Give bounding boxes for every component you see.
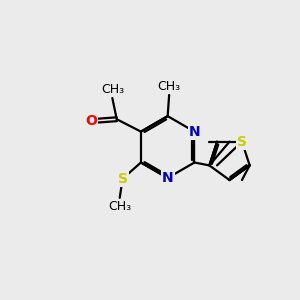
Text: N: N (189, 124, 200, 139)
Text: S: S (118, 172, 128, 186)
Text: N: N (162, 171, 173, 185)
Text: CH₃: CH₃ (101, 83, 124, 96)
Text: O: O (85, 114, 98, 128)
Text: CH₃: CH₃ (158, 80, 181, 93)
Text: S: S (237, 135, 247, 149)
Text: CH₃: CH₃ (108, 200, 131, 213)
